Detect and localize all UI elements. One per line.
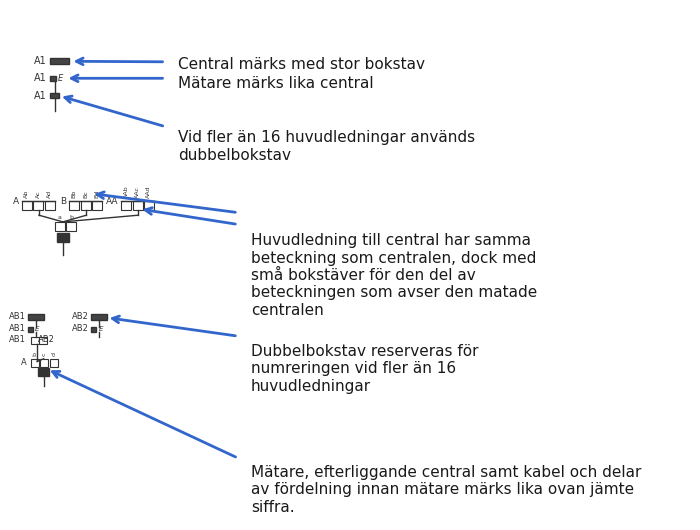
Text: Bd: Bd bbox=[94, 190, 99, 198]
Text: Ad: Ad bbox=[47, 190, 52, 198]
Text: Dubbelbokstav reserveras för
numreringen vid fler än 16
huvudledningar: Dubbelbokstav reserveras för numreringen… bbox=[251, 344, 478, 394]
Text: Vid fler än 16 huvudledningar används
dubbelbokstav: Vid fler än 16 huvudledningar används du… bbox=[178, 130, 475, 163]
Text: E: E bbox=[58, 74, 63, 83]
Text: AAb: AAb bbox=[124, 186, 129, 198]
Bar bbox=[55, 222, 65, 231]
Text: AB1: AB1 bbox=[9, 335, 26, 344]
Bar bbox=[144, 201, 154, 210]
Bar bbox=[45, 201, 55, 210]
Bar bbox=[132, 201, 143, 210]
Bar bbox=[39, 337, 47, 344]
Text: Mätare, efterliggande central samt kabel och delar
av fördelning innan mätare mä: Mätare, efterliggande central samt kabel… bbox=[251, 465, 641, 515]
Text: AB2: AB2 bbox=[72, 324, 89, 333]
Text: Ac: Ac bbox=[36, 191, 41, 198]
Bar bbox=[69, 201, 79, 210]
Text: B: B bbox=[60, 197, 66, 206]
Bar bbox=[66, 222, 76, 231]
Text: a: a bbox=[58, 215, 62, 220]
Text: c: c bbox=[42, 353, 47, 356]
Bar bbox=[38, 368, 50, 376]
Text: Mätare märks lika central: Mätare märks lika central bbox=[178, 76, 374, 92]
Text: AB2: AB2 bbox=[38, 335, 55, 344]
Bar bbox=[28, 314, 44, 320]
Text: A: A bbox=[13, 197, 19, 206]
Text: A1: A1 bbox=[34, 56, 47, 66]
Text: d: d bbox=[51, 352, 56, 356]
Bar bbox=[33, 201, 43, 210]
Bar bbox=[31, 359, 39, 367]
Text: E: E bbox=[99, 326, 103, 332]
Bar bbox=[50, 58, 69, 64]
Bar bbox=[57, 233, 69, 242]
Text: Bc: Bc bbox=[83, 190, 88, 198]
Bar bbox=[50, 76, 56, 81]
Bar bbox=[80, 201, 91, 210]
Text: AAc: AAc bbox=[135, 186, 140, 198]
Text: Ab: Ab bbox=[25, 190, 29, 198]
Bar bbox=[40, 359, 48, 367]
Text: AB1: AB1 bbox=[9, 324, 26, 333]
Text: Central märks med stor bokstav: Central märks med stor bokstav bbox=[178, 57, 425, 73]
Text: b: b bbox=[32, 352, 37, 356]
Bar bbox=[31, 337, 39, 344]
Bar bbox=[92, 314, 107, 320]
Text: A: A bbox=[21, 358, 27, 367]
Bar bbox=[22, 201, 32, 210]
Text: A1: A1 bbox=[34, 91, 47, 101]
Text: b: b bbox=[69, 215, 73, 220]
Text: Bb: Bb bbox=[72, 190, 77, 198]
Bar bbox=[50, 359, 58, 367]
Bar bbox=[92, 201, 102, 210]
Bar bbox=[121, 201, 131, 210]
Text: E: E bbox=[35, 326, 39, 332]
Text: AA: AA bbox=[106, 197, 118, 206]
Text: AB2: AB2 bbox=[72, 312, 89, 321]
Bar bbox=[50, 93, 59, 99]
Bar bbox=[92, 328, 97, 332]
Text: Huvudledning till central har samma
beteckning som centralen, dock med
små bokst: Huvudledning till central har samma bete… bbox=[251, 233, 537, 318]
Text: AB1: AB1 bbox=[9, 312, 26, 321]
Bar bbox=[28, 328, 33, 332]
Text: A1: A1 bbox=[34, 73, 47, 83]
Text: AAd: AAd bbox=[146, 186, 151, 198]
